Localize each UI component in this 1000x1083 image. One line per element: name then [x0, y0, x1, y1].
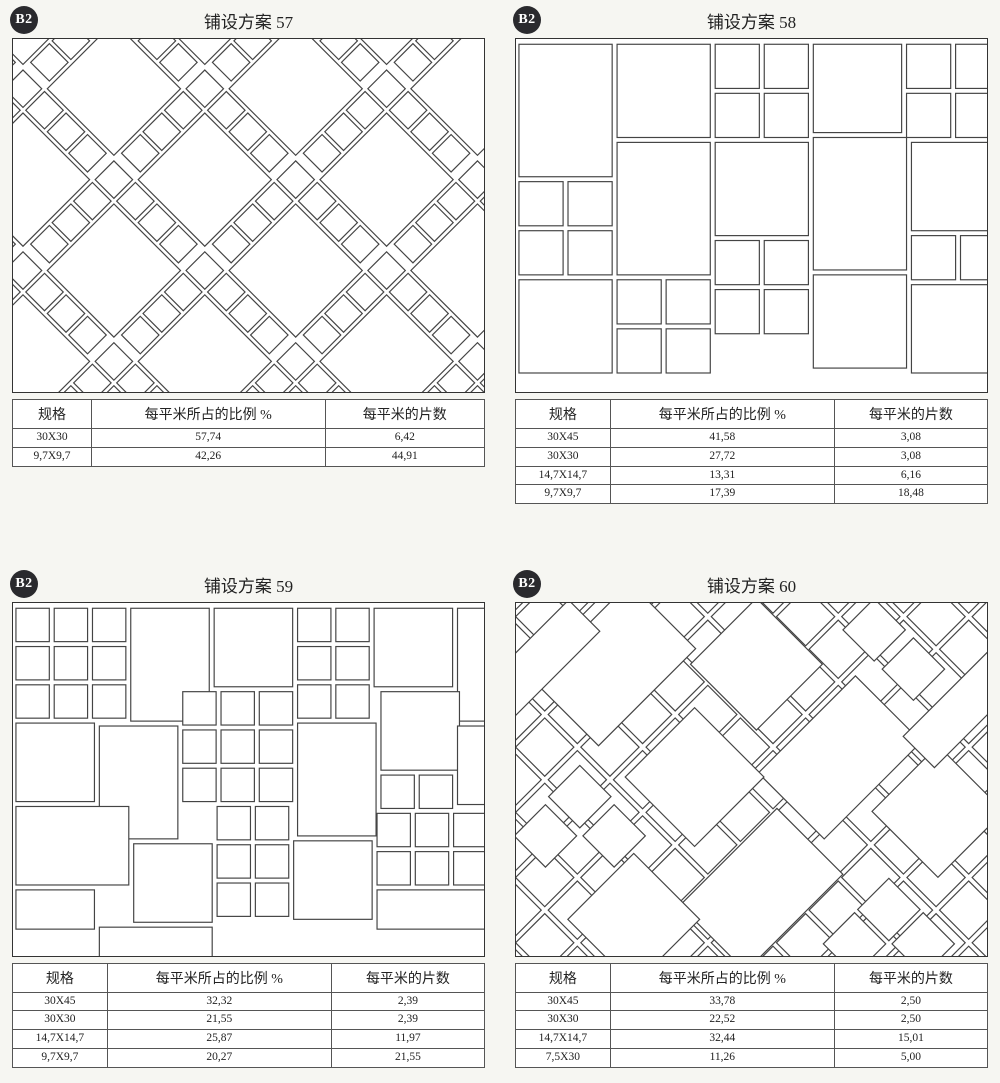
cell-spec: 9,7X9,7	[13, 1048, 108, 1067]
col-ratio: 每平米所占的比例 %	[91, 400, 325, 429]
table-row: 9,7X9,742,2644,91	[13, 447, 485, 466]
cell-spec: 30X30	[13, 429, 92, 448]
cell-count: 5,00	[834, 1048, 987, 1067]
cell-ratio: 33,78	[610, 992, 834, 1011]
col-spec: 规格	[13, 400, 92, 429]
cell-ratio: 32,32	[107, 992, 331, 1011]
cell-spec: 30X45	[13, 992, 108, 1011]
cell-count: 2,39	[331, 1011, 484, 1030]
cell-count: 3,08	[834, 429, 987, 448]
spec-table-59: 规格 每平米所占的比例 % 每平米的片数 30X4532,322,3930X30…	[12, 963, 485, 1068]
cell-spec: 14,7X14,7	[13, 1030, 108, 1049]
col-count: 每平米的片数	[331, 963, 484, 992]
col-ratio: 每平米所占的比例 %	[610, 963, 834, 992]
col-count: 每平米的片数	[325, 400, 485, 429]
cell-spec: 7,5X30	[516, 1048, 611, 1067]
cell-count: 11,97	[331, 1030, 484, 1049]
panel-title: 铺设方案 57	[12, 8, 485, 30]
cell-ratio: 32,44	[610, 1030, 834, 1049]
panel-58: B2 铺设方案 58 规格 每平米所占的比例 % 每平米的片数 30X4541,…	[515, 8, 988, 512]
badge: B2	[513, 570, 541, 598]
cell-count: 21,55	[331, 1048, 484, 1067]
cell-count: 2,50	[834, 992, 987, 1011]
col-ratio: 每平米所占的比例 %	[107, 963, 331, 992]
table-row: 30X4532,322,39	[13, 992, 485, 1011]
table-row: 30X3022,522,50	[516, 1011, 988, 1030]
col-count: 每平米的片数	[834, 400, 987, 429]
col-ratio: 每平米所占的比例 %	[610, 400, 834, 429]
col-spec: 规格	[13, 963, 108, 992]
spec-table-58: 规格 每平米所占的比例 % 每平米的片数 30X4541,583,0830X30…	[515, 399, 988, 504]
cell-ratio: 25,87	[107, 1030, 331, 1049]
table-row: 30X3027,723,08	[516, 447, 988, 466]
cell-count: 18,48	[834, 485, 987, 504]
col-count: 每平米的片数	[834, 963, 987, 992]
cell-ratio: 21,55	[107, 1011, 331, 1030]
cell-spec: 14,7X14,7	[516, 466, 611, 485]
cell-spec: 30X45	[516, 429, 611, 448]
cell-ratio: 27,72	[610, 447, 834, 466]
spec-table-60: 规格 每平米所占的比例 % 每平米的片数 30X4533,782,5030X30…	[515, 963, 988, 1068]
cell-ratio: 57,74	[91, 429, 325, 448]
spec-table-57: 规格 每平米所占的比例 % 每平米的片数 30X3057,746,429,7X9…	[12, 399, 485, 467]
diagram-60	[515, 602, 988, 957]
cell-spec: 9,7X9,7	[13, 447, 92, 466]
cell-ratio: 41,58	[610, 429, 834, 448]
cell-ratio: 22,52	[610, 1011, 834, 1030]
table-row: 9,7X9,720,2721,55	[13, 1048, 485, 1067]
table-row: 9,7X9,717,3918,48	[516, 485, 988, 504]
cell-ratio: 17,39	[610, 485, 834, 504]
panel-60: B2 铺设方案 60 规格 每平米所占的比例 % 每平米的片数 30X4533,…	[515, 572, 988, 1076]
cell-count: 44,91	[325, 447, 485, 466]
cell-ratio: 13,31	[610, 466, 834, 485]
cell-ratio: 11,26	[610, 1048, 834, 1067]
cell-count: 3,08	[834, 447, 987, 466]
cell-ratio: 42,26	[91, 447, 325, 466]
col-spec: 规格	[516, 400, 611, 429]
diagram-57	[12, 38, 485, 393]
col-spec: 规格	[516, 963, 611, 992]
table-row: 14,7X14,713,316,16	[516, 466, 988, 485]
table-row: 30X4533,782,50	[516, 992, 988, 1011]
table-row: 7,5X3011,265,00	[516, 1048, 988, 1067]
badge: B2	[513, 6, 541, 34]
table-row: 14,7X14,725,8711,97	[13, 1030, 485, 1049]
cell-ratio: 20,27	[107, 1048, 331, 1067]
table-row: 30X4541,583,08	[516, 429, 988, 448]
panel-title: 铺设方案 59	[12, 572, 485, 594]
badge: B2	[10, 6, 38, 34]
badge: B2	[10, 570, 38, 598]
table-row: 14,7X14,732,4415,01	[516, 1030, 988, 1049]
cell-spec: 9,7X9,7	[516, 485, 611, 504]
cell-spec: 30X45	[516, 992, 611, 1011]
diagram-58	[515, 38, 988, 393]
cell-spec: 30X30	[516, 447, 611, 466]
diagram-59	[12, 602, 485, 957]
panel-57: B2 铺设方案 57 规格 每平米所占的比例 % 每平米的片数 30X3057,…	[12, 8, 485, 512]
panel-59: B2 铺设方案 59 规格 每平米所占的比例 % 每平米的片数 30X4532,…	[12, 572, 485, 1076]
cell-count: 2,39	[331, 992, 484, 1011]
table-row: 30X3057,746,42	[13, 429, 485, 448]
cell-spec: 14,7X14,7	[516, 1030, 611, 1049]
panel-title: 铺设方案 58	[515, 8, 988, 30]
cell-count: 2,50	[834, 1011, 987, 1030]
panel-title: 铺设方案 60	[515, 572, 988, 594]
cell-spec: 30X30	[13, 1011, 108, 1030]
cell-count: 15,01	[834, 1030, 987, 1049]
table-row: 30X3021,552,39	[13, 1011, 485, 1030]
cell-spec: 30X30	[516, 1011, 611, 1030]
cell-count: 6,42	[325, 429, 485, 448]
cell-count: 6,16	[834, 466, 987, 485]
